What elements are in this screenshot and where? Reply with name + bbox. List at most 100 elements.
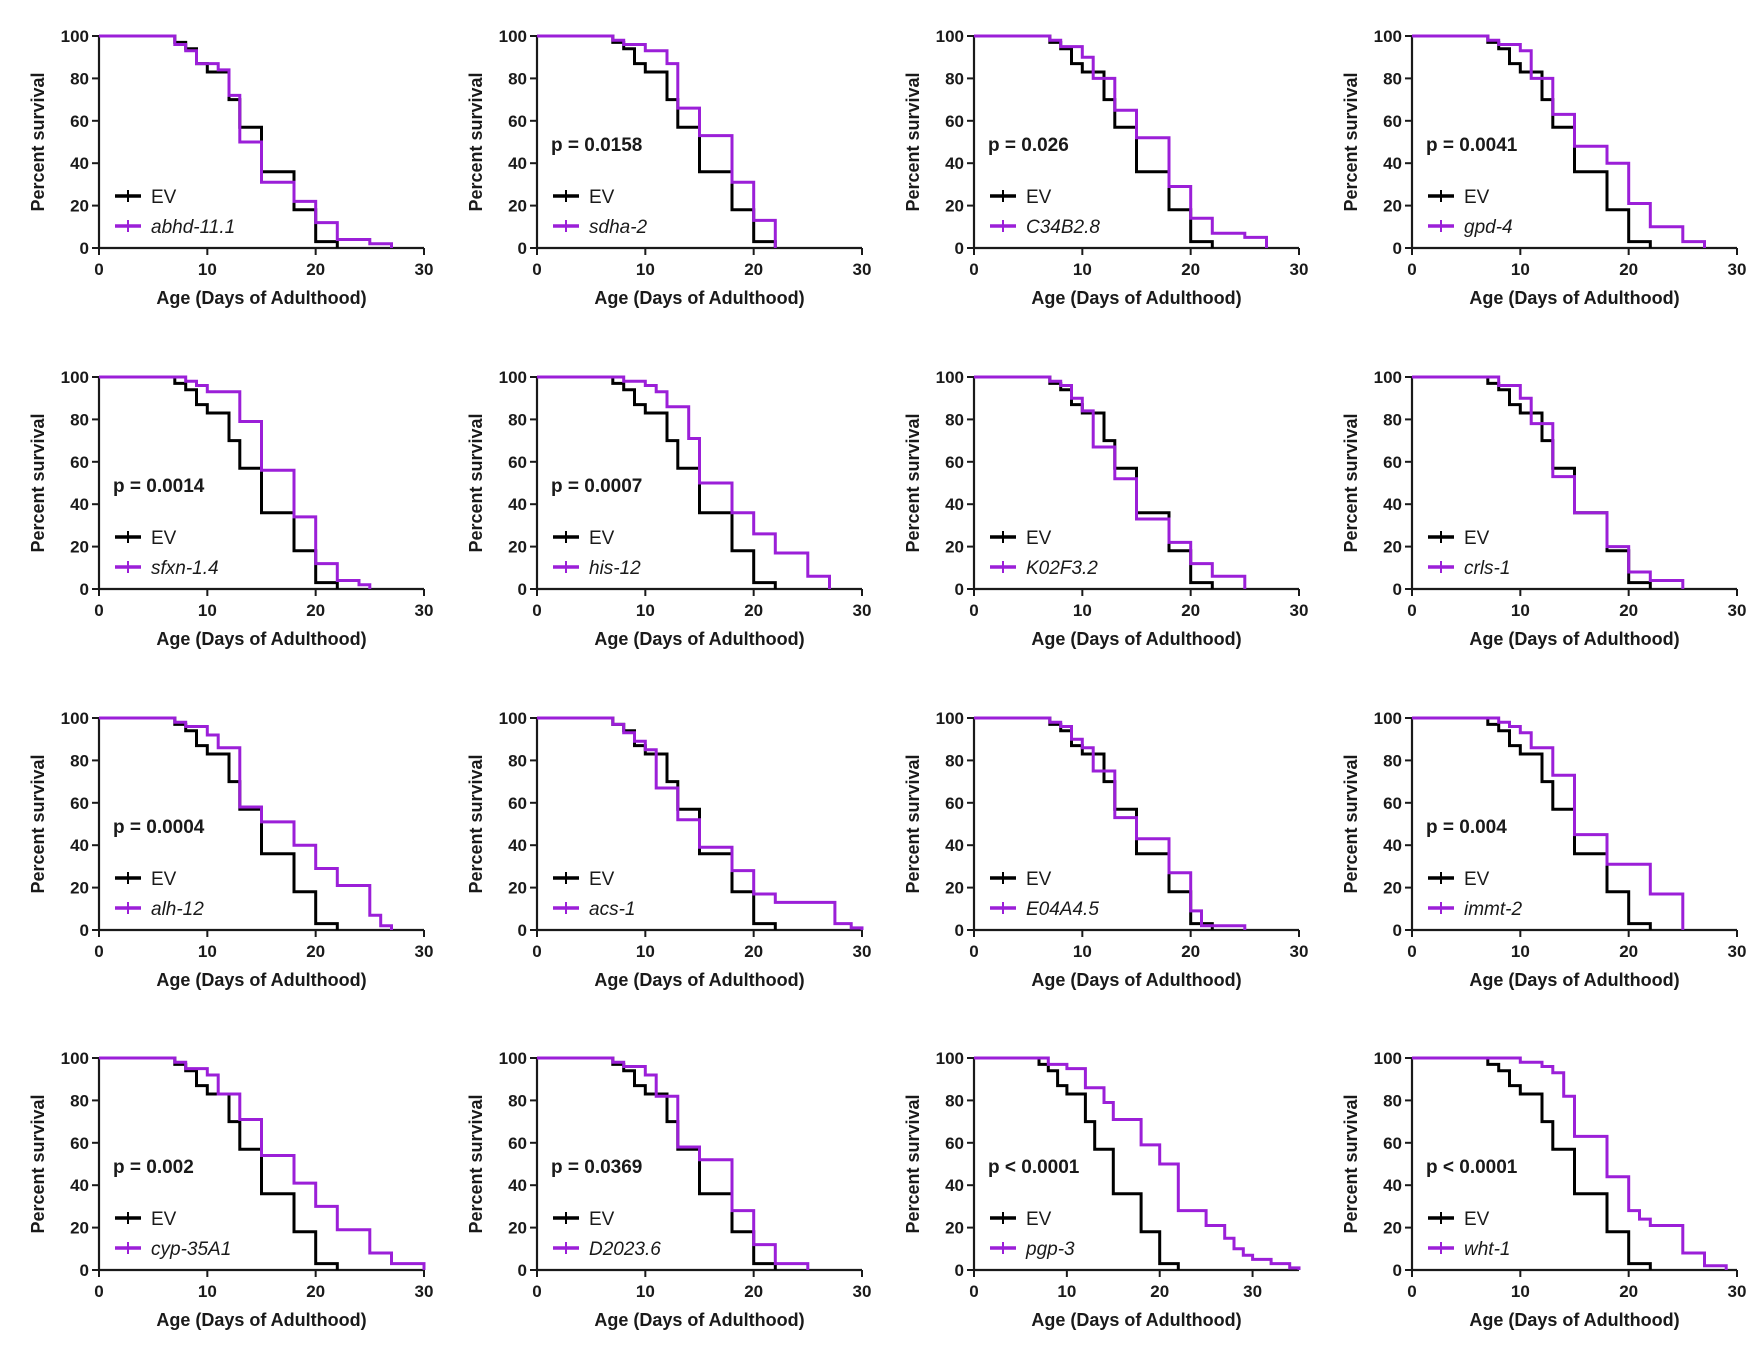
- x-tick-label: 20: [306, 1282, 325, 1301]
- survival-chart-panel: 0 20 40 60 80 100 0 10 20 30 Percent survival Age (…: [1317, 688, 1747, 1008]
- y-axis-title: Percent survival: [1341, 754, 1361, 893]
- y-tick-label: 40: [70, 154, 89, 173]
- x-tick-label: 20: [1619, 1282, 1638, 1301]
- y-tick-label: 100: [1374, 27, 1402, 46]
- x-axis-title: Age (Days of Adulthood): [1469, 288, 1679, 308]
- y-tick-label: 0: [955, 1261, 964, 1280]
- x-tick-label: 30: [1243, 1282, 1262, 1301]
- y-tick-label: 80: [70, 69, 89, 88]
- x-axis-title: Age (Days of Adulthood): [1469, 970, 1679, 990]
- legend-rnai-label: abhd-11.1: [151, 217, 235, 238]
- survival-chart-panel: 0 20 40 60 80 100 0 10 20 30 Percent survival Age (…: [879, 6, 1309, 326]
- legend-rnai-label: E04A4.5: [1026, 899, 1099, 920]
- legend-ev-label: EV: [1026, 187, 1052, 208]
- x-tick-label: 0: [94, 601, 103, 620]
- survival-chart: 0 20 40 60 80 100 0 10 20 30 Percent survival Age (…: [1341, 27, 1746, 308]
- y-axis-title: Percent survival: [28, 754, 48, 893]
- legend-rnai-label: gpd-4: [1464, 217, 1513, 238]
- x-tick-label: 20: [1619, 942, 1638, 961]
- y-tick-label: 60: [508, 112, 527, 131]
- ev-survival-curve: [974, 716, 1214, 930]
- survival-chart-panel: 0 20 40 60 80 100 0 10 20 30 Percent survival Age (…: [1317, 1028, 1747, 1348]
- y-tick-label: 60: [1383, 794, 1402, 813]
- x-tick-label: 20: [744, 260, 763, 279]
- y-tick-label: 0: [80, 1261, 89, 1280]
- x-tick-label: 0: [1407, 1282, 1416, 1301]
- x-tick-label: 10: [198, 601, 217, 620]
- x-tick-label: 10: [1511, 942, 1530, 961]
- x-tick-label: 20: [306, 601, 325, 620]
- y-tick-label: 80: [508, 410, 527, 429]
- x-tick-label: 20: [1619, 601, 1638, 620]
- survival-chart: 0 20 40 60 80 100 0 10 20 30 Percent survival Age (…: [28, 27, 434, 308]
- ev-survival-curve: [537, 34, 777, 248]
- y-tick-label: 80: [945, 410, 964, 429]
- y-tick-label: 0: [1393, 1261, 1402, 1280]
- ev-survival-curve: [974, 1056, 1180, 1270]
- y-tick-label: 20: [508, 1219, 527, 1238]
- y-tick-label: 60: [1383, 1134, 1402, 1153]
- y-tick-label: 0: [518, 921, 527, 940]
- rnai-survival-curve: [99, 375, 372, 589]
- rnai-survival-curve: [99, 34, 393, 248]
- y-tick-label: 60: [508, 794, 527, 813]
- y-tick-label: 60: [1383, 112, 1402, 131]
- y-axis-title: Percent survival: [28, 413, 48, 552]
- legend-ev-label: EV: [151, 528, 177, 549]
- x-tick-label: 30: [1728, 1282, 1747, 1301]
- survival-chart: 0 20 40 60 80 100 0 10 20 30 Percent survival Age (…: [1341, 1049, 1747, 1330]
- y-tick-label: 20: [1383, 538, 1402, 557]
- survival-chart-panel: 0 20 40 60 80 100 0 10 20 30 Percent survival Age (…: [442, 6, 872, 326]
- rnai-survival-curve: [537, 375, 831, 589]
- y-tick-label: 40: [70, 495, 89, 514]
- rnai-survival-curve: [99, 716, 393, 930]
- y-tick-label: 0: [955, 580, 964, 599]
- ev-survival-curve: [1412, 34, 1652, 248]
- rnai-survival-curve: [974, 716, 1247, 930]
- y-tick-label: 80: [1383, 69, 1402, 88]
- y-tick-label: 80: [508, 1091, 527, 1110]
- x-tick-label: 10: [636, 260, 655, 279]
- y-tick-label: 0: [1393, 921, 1402, 940]
- x-tick-label: 20: [1181, 601, 1200, 620]
- x-axis-title: Age (Days of Adulthood): [156, 629, 366, 649]
- y-tick-label: 100: [1374, 368, 1402, 387]
- y-tick-label: 20: [70, 197, 89, 216]
- x-axis-title: Age (Days of Adulthood): [156, 970, 366, 990]
- y-tick-label: 20: [1383, 879, 1402, 898]
- x-tick-label: 0: [969, 601, 978, 620]
- x-axis-title: Age (Days of Adulthood): [594, 288, 804, 308]
- y-tick-label: 20: [945, 1219, 964, 1238]
- survival-chart: 0 20 40 60 80 100 0 10 20 30 Percent survival Age (…: [466, 709, 871, 990]
- y-tick-label: 20: [508, 538, 527, 557]
- x-tick-label: 10: [1073, 942, 1092, 961]
- survival-chart-panel: 0 20 40 60 80 100 0 10 20 30 Percent survival Age (…: [4, 688, 434, 1008]
- y-tick-label: 80: [508, 69, 527, 88]
- y-tick-label: 100: [936, 368, 964, 387]
- y-tick-label: 100: [936, 1049, 964, 1068]
- y-tick-label: 80: [945, 69, 964, 88]
- survival-chart-panel: 0 20 40 60 80 100 0 10 20 30 Percent survival Age (…: [4, 347, 434, 667]
- survival-chart-panel: 0 20 40 60 80 100 0 10 20 30 Percent survival Age (…: [879, 1028, 1309, 1348]
- x-tick-label: 0: [532, 601, 541, 620]
- x-tick-label: 10: [198, 260, 217, 279]
- y-tick-label: 0: [518, 1261, 527, 1280]
- y-tick-label: 100: [61, 27, 89, 46]
- y-tick-label: 100: [61, 368, 89, 387]
- rnai-survival-curve: [99, 1056, 426, 1270]
- survival-chart: 0 20 40 60 80 100 0 10 20 30 Percent survival Age (…: [466, 368, 871, 649]
- x-tick-label: 30: [415, 260, 434, 279]
- p-value-label: p = 0.0041: [1426, 135, 1518, 156]
- y-tick-label: 0: [1393, 239, 1402, 258]
- y-tick-label: 80: [945, 1091, 964, 1110]
- y-tick-label: 100: [61, 709, 89, 728]
- y-tick-label: 100: [499, 368, 527, 387]
- y-axis-title: Percent survival: [903, 413, 923, 552]
- y-tick-label: 40: [508, 1176, 527, 1195]
- x-tick-label: 0: [1407, 260, 1416, 279]
- x-tick-label: 0: [94, 942, 103, 961]
- p-value-label: p = 0.0007: [551, 476, 642, 497]
- legend-rnai-label: acs-1: [589, 899, 635, 920]
- rnai-survival-curve: [1412, 1056, 1728, 1270]
